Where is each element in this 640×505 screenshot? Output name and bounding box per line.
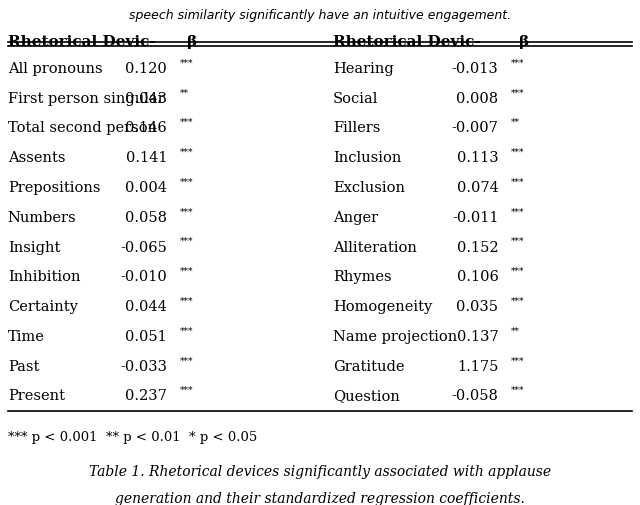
Text: 0.074: 0.074 — [456, 181, 499, 194]
Text: ***: *** — [180, 326, 193, 335]
Text: Numbers: Numbers — [8, 211, 76, 224]
Text: Question: Question — [333, 389, 399, 402]
Text: 0.120: 0.120 — [125, 62, 167, 76]
Text: Rhetorical Devic-: Rhetorical Devic- — [8, 35, 156, 49]
Text: ***: *** — [180, 147, 193, 157]
Text: 0.113: 0.113 — [457, 151, 499, 165]
Text: Time: Time — [8, 329, 45, 343]
Text: 0.137: 0.137 — [457, 329, 499, 343]
Text: Total second person: Total second person — [8, 121, 157, 135]
Text: 0.146: 0.146 — [125, 121, 167, 135]
Text: 1.175: 1.175 — [457, 359, 499, 373]
Text: Inhibition: Inhibition — [8, 270, 80, 284]
Text: 0.051: 0.051 — [125, 329, 167, 343]
Text: **: ** — [180, 88, 189, 97]
Text: Table 1. Rhetorical devices significantly associated with applause: Table 1. Rhetorical devices significantl… — [89, 464, 551, 478]
Text: ***: *** — [180, 118, 193, 127]
Text: Name projection: Name projection — [333, 329, 457, 343]
Text: 0.237: 0.237 — [125, 389, 167, 402]
Text: ***: *** — [511, 267, 525, 275]
Text: ***: *** — [511, 147, 525, 157]
Text: **: ** — [511, 326, 520, 335]
Text: ***: *** — [180, 207, 193, 216]
Text: 0.141: 0.141 — [125, 151, 167, 165]
Text: Prepositions: Prepositions — [8, 181, 100, 194]
Text: Present: Present — [8, 389, 65, 402]
Text: ***: *** — [511, 59, 525, 67]
Text: 0.058: 0.058 — [125, 211, 167, 224]
Text: *** p < 0.001  ** p < 0.01  * p < 0.05: *** p < 0.001 ** p < 0.01 * p < 0.05 — [8, 430, 257, 443]
Text: Assents: Assents — [8, 151, 65, 165]
Text: **: ** — [511, 118, 520, 127]
Text: Past: Past — [8, 359, 39, 373]
Text: ***: *** — [511, 207, 525, 216]
Text: ***: *** — [180, 59, 193, 67]
Text: 0.106: 0.106 — [456, 270, 499, 284]
Text: ***: *** — [511, 296, 525, 305]
Text: First person singular: First person singular — [8, 91, 164, 106]
Text: -0.033: -0.033 — [120, 359, 167, 373]
Text: Anger: Anger — [333, 211, 378, 224]
Text: Alliteration: Alliteration — [333, 240, 417, 254]
Text: Insight: Insight — [8, 240, 60, 254]
Text: -0.065: -0.065 — [120, 240, 167, 254]
Text: ***: *** — [180, 267, 193, 275]
Text: β: β — [519, 35, 529, 49]
Text: ***: *** — [511, 385, 525, 394]
Text: Hearing: Hearing — [333, 62, 394, 76]
Text: Rhetorical Devic-: Rhetorical Devic- — [333, 35, 481, 49]
Text: ***: *** — [511, 88, 525, 97]
Text: 0.004: 0.004 — [125, 181, 167, 194]
Text: -0.011: -0.011 — [452, 211, 499, 224]
Text: Inclusion: Inclusion — [333, 151, 401, 165]
Text: 0.044: 0.044 — [125, 299, 167, 314]
Text: ***: *** — [511, 177, 525, 186]
Text: ***: *** — [180, 296, 193, 305]
Text: generation and their standardized regression coefficients.: generation and their standardized regres… — [115, 491, 525, 505]
Text: Rhymes: Rhymes — [333, 270, 392, 284]
Text: Exclusion: Exclusion — [333, 181, 404, 194]
Text: Certainty: Certainty — [8, 299, 77, 314]
Text: Social: Social — [333, 91, 378, 106]
Text: -0.013: -0.013 — [452, 62, 499, 76]
Text: β: β — [188, 35, 198, 49]
Text: ***: *** — [511, 237, 525, 246]
Text: ***: *** — [180, 356, 193, 365]
Text: 0.035: 0.035 — [456, 299, 499, 314]
Text: speech similarity significantly have an intuitive engagement.: speech similarity significantly have an … — [129, 9, 511, 22]
Text: -0.058: -0.058 — [452, 389, 499, 402]
Text: All pronouns: All pronouns — [8, 62, 102, 76]
Text: -0.010: -0.010 — [120, 270, 167, 284]
Text: 0.152: 0.152 — [457, 240, 499, 254]
Text: ***: *** — [511, 356, 525, 365]
Text: ***: *** — [180, 177, 193, 186]
Text: ***: *** — [180, 237, 193, 246]
Text: Fillers: Fillers — [333, 121, 380, 135]
Text: Gratitude: Gratitude — [333, 359, 404, 373]
Text: 0.008: 0.008 — [456, 91, 499, 106]
Text: Homogeneity: Homogeneity — [333, 299, 432, 314]
Text: ***: *** — [180, 385, 193, 394]
Text: -0.007: -0.007 — [452, 121, 499, 135]
Text: 0.043: 0.043 — [125, 91, 167, 106]
